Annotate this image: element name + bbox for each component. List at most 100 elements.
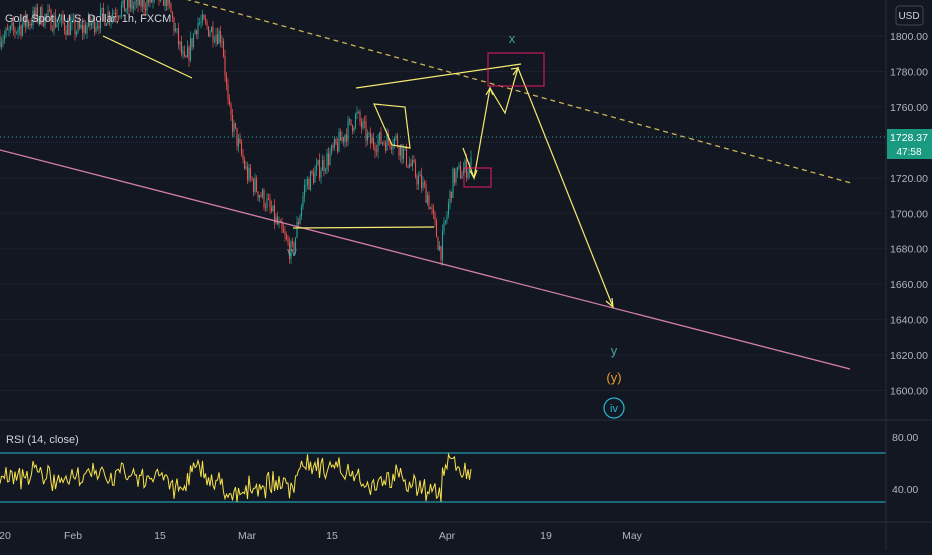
candle-body [107,12,109,24]
candle-body [164,0,166,6]
lower-channel-line[interactable] [0,149,851,370]
candle-body [39,7,42,19]
candle-body [65,30,67,35]
price-axis-labels[interactable]: 1600.00 1620.00 1640.00 1660.00 1680.00 1700.… [890,31,928,398]
candle-body [399,144,402,156]
candle-body [72,18,75,20]
candle-body [23,15,25,25]
candle-body [464,160,466,169]
wave-label-w: w [286,244,297,259]
candle-body [213,41,216,43]
candle-body [92,17,94,24]
time-tick-label: Mar [238,530,257,542]
candle-body [252,180,255,192]
candle-body [131,0,133,9]
candle-body [126,0,129,9]
candle-body [348,119,351,121]
candle-body [174,28,177,32]
candle-body [405,146,408,166]
upper-channel-dashed-line[interactable] [160,0,852,184]
candle-body [422,182,424,189]
candle-body [104,14,106,26]
candle-body [8,29,10,31]
candle-body [353,127,355,131]
candle-body [410,163,412,166]
candle-body [194,30,196,35]
candle-body [245,166,247,169]
currency-button[interactable] [895,5,924,26]
time-axis-labels[interactable]: 20 Feb 15 Mar 15 Apr 19 May [0,530,643,542]
candle-body [77,21,79,32]
candle-body [278,221,280,225]
candle-body [335,138,337,144]
candle-body [380,132,382,144]
candle-body [30,23,33,26]
wave-label-y-paren: (y) [606,370,621,385]
candle-body [27,21,30,26]
candle-body [168,0,171,4]
candle-body [84,25,87,34]
candle-body [24,15,27,27]
candle-body [419,174,421,177]
candle-body [345,134,348,142]
candle-body [390,147,393,150]
candle-body [140,0,142,7]
candle-body [71,19,73,24]
price-tick-label: 1640.00 [890,315,928,327]
candle-body [102,7,105,15]
candle-body [311,171,313,174]
candle-body [200,21,202,23]
candle-body [450,191,453,198]
candle-body [191,38,193,48]
time-tick-label: 15 [326,530,338,542]
candle-body [209,32,211,37]
candle-body [237,138,240,147]
candle-body [375,151,378,153]
candle-body [269,199,271,208]
candle-body [263,189,265,208]
candle-body [162,0,165,6]
x-top-line[interactable] [355,63,522,89]
candle-body [432,208,435,214]
candle-body [137,0,139,6]
candle-body [218,31,220,44]
candle-body [183,51,186,57]
candle-body [129,0,132,8]
rsi-line[interactable] [0,452,472,502]
target-box-small[interactable] [463,167,492,188]
target-box-large[interactable] [487,52,545,87]
candle-body [234,123,237,128]
candle-body [119,15,121,17]
candle-body [446,214,448,221]
candle-body [17,29,19,33]
candle-series[interactable] [0,0,472,266]
early-wedge-line[interactable] [102,35,193,79]
candle-body [459,165,462,179]
candle-body [299,215,301,225]
projection-path[interactable] [462,66,614,308]
candle-body [122,0,124,6]
candle-body [44,14,46,26]
candle-body [458,165,460,168]
candle-body [101,7,103,10]
price-tag-countdown: 47:58 [896,147,921,158]
candle-body [255,178,258,192]
candle-body [242,154,244,160]
candle-body [117,16,120,18]
pattern-drawings[interactable] [102,35,614,308]
candle-body [431,207,433,209]
candle-body [381,142,384,144]
flag-box[interactable] [373,103,411,149]
w-base-line[interactable] [292,226,435,229]
candle-body [177,28,180,45]
candle-body [321,160,324,172]
candle-body [306,178,309,185]
candle-body [66,21,69,35]
candle-body [243,159,246,169]
candle-body [461,175,463,179]
candle-body [428,194,430,209]
candle-body [228,99,231,105]
candle-body [270,207,273,212]
price-tag-value: 1728.37 [890,132,928,144]
